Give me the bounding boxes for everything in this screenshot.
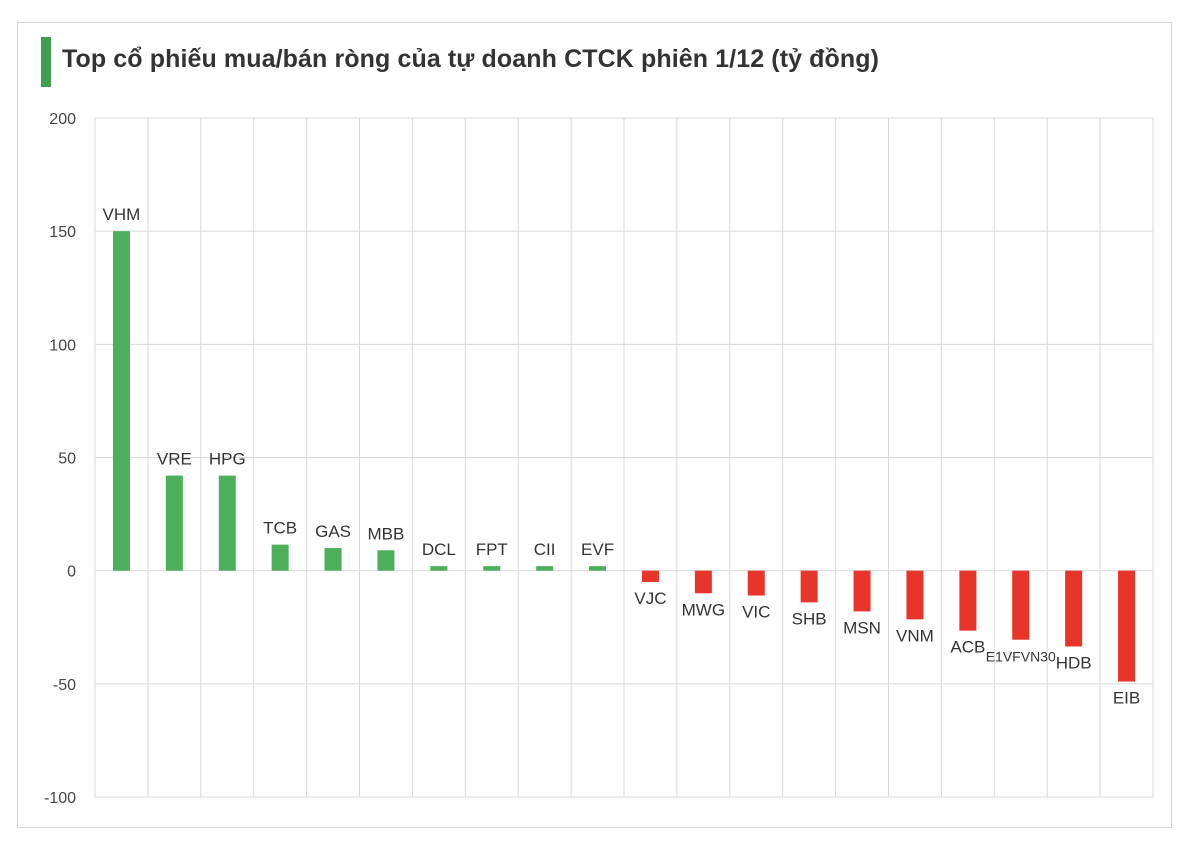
y-tick-label: -50 bbox=[53, 677, 76, 694]
y-tick-label: -100 bbox=[44, 790, 76, 807]
bar-label-vic: VIC bbox=[742, 603, 770, 622]
bar-vic bbox=[747, 570, 765, 596]
bar-cii bbox=[536, 566, 554, 571]
y-tick-label: 200 bbox=[49, 111, 76, 128]
bar-fpt bbox=[483, 566, 501, 571]
bar-evf bbox=[589, 566, 607, 571]
bar-vhm bbox=[112, 231, 130, 571]
bar-label-eib: EIB bbox=[1113, 689, 1140, 708]
chart-title: Top cổ phiếu mua/bán ròng của tự doanh C… bbox=[62, 45, 880, 73]
y-tick-label: 50 bbox=[58, 451, 76, 468]
bars bbox=[112, 231, 1136, 682]
bar-eib bbox=[1118, 570, 1136, 682]
bar-label-mbb: MBB bbox=[368, 524, 405, 543]
bar-labels: VHM VRE HPG TCB GAS MBB DCL FPT CII EVF VJC MWG VIC S… bbox=[103, 205, 1141, 707]
y-tick-label: 100 bbox=[49, 337, 76, 354]
bar-dcl bbox=[430, 566, 448, 571]
chart-frame bbox=[17, 22, 1172, 828]
bar-vnm bbox=[906, 570, 924, 620]
bar-label-shb: SHB bbox=[792, 609, 827, 628]
bar-label-fpt: FPT bbox=[476, 540, 508, 559]
bar-label-tcb: TCB bbox=[263, 519, 297, 538]
bar-label-acb: ACB bbox=[950, 638, 985, 657]
title-accent-bar bbox=[41, 37, 51, 87]
bar-label-vre: VRE bbox=[157, 450, 192, 469]
bar-label-vhm: VHM bbox=[103, 205, 141, 224]
bar-label-cii: CII bbox=[534, 540, 556, 559]
bar-gas bbox=[324, 548, 342, 571]
bar-mwg bbox=[694, 570, 712, 594]
y-axis-ticks: 200 150 100 50 0 -50 -100 bbox=[44, 111, 76, 807]
bar-label-vjc: VJC bbox=[634, 589, 666, 608]
grid-layer bbox=[94, 117, 1154, 798]
bar-acb bbox=[959, 570, 977, 631]
bar-label-e1vfvn30: E1VFVN30 bbox=[986, 649, 1056, 665]
bar-label-dcl: DCL bbox=[422, 540, 456, 559]
bar-label-mwg: MWG bbox=[682, 600, 725, 619]
bar-e1vfvn30 bbox=[1012, 570, 1030, 640]
bar-label-hdb: HDB bbox=[1056, 653, 1092, 672]
bar-label-msn: MSN bbox=[843, 618, 881, 637]
bar-shb bbox=[800, 570, 818, 603]
bar-msn bbox=[853, 570, 871, 612]
bar-vjc bbox=[641, 570, 659, 582]
bar-vre bbox=[165, 475, 183, 571]
y-tick-label: 150 bbox=[49, 224, 76, 241]
bar-label-evf: EVF bbox=[581, 540, 614, 559]
bar-hpg bbox=[218, 475, 236, 571]
bar-hdb bbox=[1065, 570, 1083, 647]
bar-mbb bbox=[377, 550, 395, 571]
bar-label-vnm: VNM bbox=[896, 626, 934, 645]
bar-tcb bbox=[271, 544, 289, 571]
bar-label-gas: GAS bbox=[315, 522, 351, 541]
y-tick-label: 0 bbox=[67, 564, 76, 581]
bar-label-hpg: HPG bbox=[209, 450, 246, 469]
